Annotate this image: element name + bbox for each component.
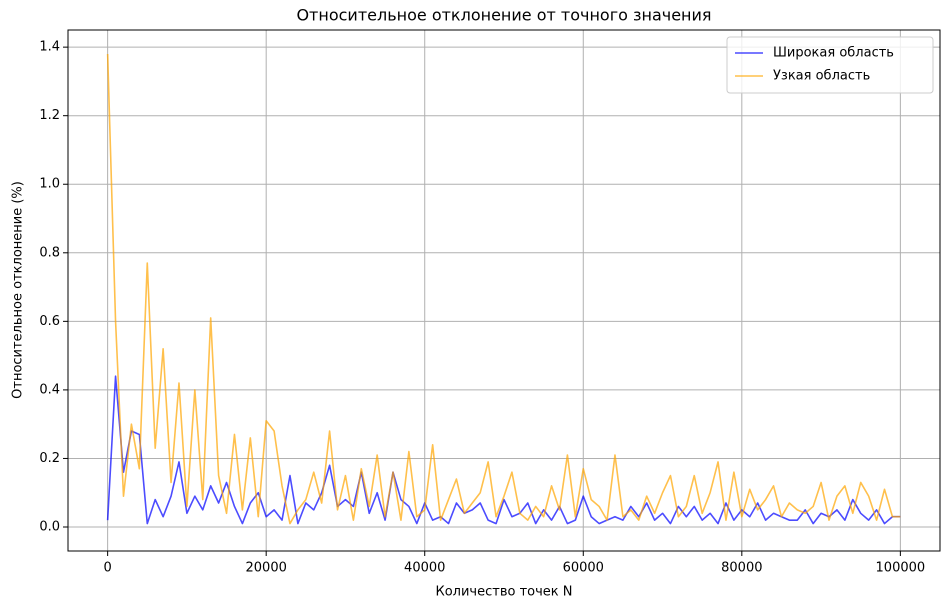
x-tick-label: 0 xyxy=(103,561,111,576)
x-tick-label: 20000 xyxy=(246,561,287,576)
y-tick-label: 0.0 xyxy=(39,520,60,535)
y-tick-label: 1.2 xyxy=(39,108,60,123)
legend-label: Широкая область xyxy=(773,46,894,61)
legend-box xyxy=(726,36,934,94)
y-tick-label: 1.4 xyxy=(39,40,60,55)
y-tick-label: 0.4 xyxy=(39,382,60,397)
y-tick-label: 1.0 xyxy=(39,177,60,192)
line-series xyxy=(106,53,901,525)
x-tick-label: 100000 xyxy=(876,561,926,576)
y-tick-label: 0.6 xyxy=(39,314,60,329)
line-series xyxy=(106,375,901,525)
plot-frame xyxy=(67,29,941,552)
y-tick-label: 0.2 xyxy=(39,451,60,466)
legend-label: Узкая область xyxy=(773,69,870,84)
x-tick-label: 60000 xyxy=(563,561,604,576)
chart-title: Относительное отклонение от точного знач… xyxy=(296,6,711,25)
y-axis-label: Относительное отклонение (%) xyxy=(11,181,26,399)
x-tick-label: 80000 xyxy=(721,561,762,576)
y-tick-label: 0.8 xyxy=(39,245,60,260)
x-axis-label: Количество точек N xyxy=(435,585,572,600)
x-tick-label: 40000 xyxy=(404,561,445,576)
